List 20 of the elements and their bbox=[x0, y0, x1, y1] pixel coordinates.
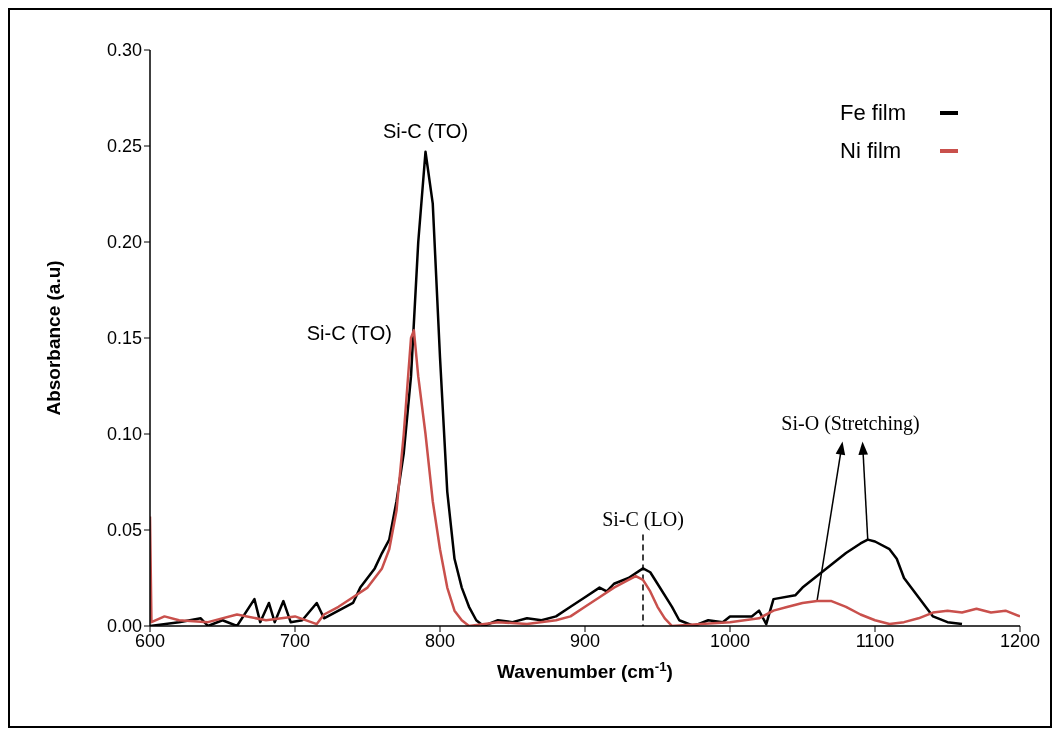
annotation: Si-C (TO) bbox=[382, 119, 469, 142]
y-tick-label: 0.25 bbox=[106, 136, 142, 157]
legend-label: Fe film bbox=[840, 100, 906, 125]
x-tick-label: 1200 bbox=[999, 630, 1041, 651]
y-tick-label: 0.10 bbox=[106, 424, 142, 445]
x-tick-label: 1000 bbox=[709, 630, 751, 651]
x-tick-label: 900 bbox=[569, 630, 601, 651]
legend-label: Ni film bbox=[840, 138, 902, 163]
x-axis-title: Wavenumber (cm$^{-1}$) bbox=[497, 658, 673, 682]
annotation: Si-C (TO) bbox=[306, 322, 392, 345]
annotation: Si-O (Stretching) bbox=[781, 411, 920, 435]
annotation: Si-C (LO) bbox=[602, 508, 684, 532]
x-tick-label: 800 bbox=[424, 630, 456, 651]
y-tick-label: 0.05 bbox=[106, 520, 142, 541]
y-tick-label: 0.15 bbox=[106, 328, 142, 349]
y-tick-label: 0.20 bbox=[106, 232, 142, 253]
x-tick-label: 700 bbox=[279, 630, 311, 651]
y-axis-title: Absorbance (a.u) bbox=[43, 260, 64, 416]
x-tick-label: 1100 bbox=[855, 630, 895, 651]
y-tick-label: 0.30 bbox=[106, 40, 142, 61]
